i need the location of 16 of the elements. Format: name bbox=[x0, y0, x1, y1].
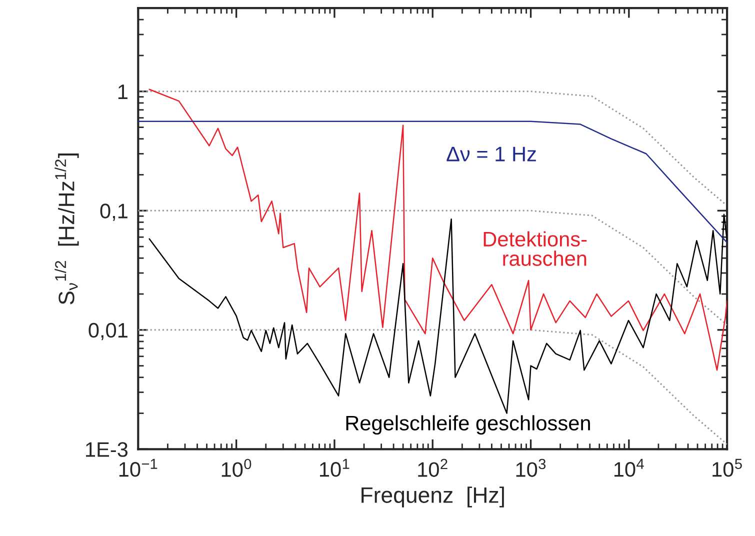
y-tick-label: 1E-3 bbox=[86, 442, 128, 457]
x-tick-label: 10$^{1}$ bbox=[320, 458, 350, 477]
y-tick-label: 0,1 bbox=[100, 204, 128, 221]
x-tick-label: 10$^{0}$ bbox=[222, 458, 252, 477]
x-tick-label: 10$^{2}$ bbox=[418, 458, 448, 477]
x-tick-label: 10$^{3}$ bbox=[516, 458, 546, 477]
y-axis-title: S$_{ν}$$^{1/2}$ [Hz/Hz$^{1/2}$] bbox=[54, 154, 79, 304]
y-tick-label: 0,01 bbox=[88, 322, 128, 340]
x-axis-title: Frequenz [Hz] bbox=[362, 486, 504, 508]
series-label: Regelschleife geschlossen bbox=[346, 415, 590, 435]
x-tick-label: 10$^{5}$ bbox=[712, 458, 742, 477]
x-tick-label: 10$^{4}$ bbox=[614, 458, 644, 477]
series-label: Detektions- rauschen bbox=[484, 231, 587, 266]
series-label: Δν = 1 Hz bbox=[446, 146, 536, 162]
y-tick-label: 1 bbox=[118, 84, 128, 99]
x-tick-label: 10$^{−1}$ bbox=[119, 458, 158, 477]
